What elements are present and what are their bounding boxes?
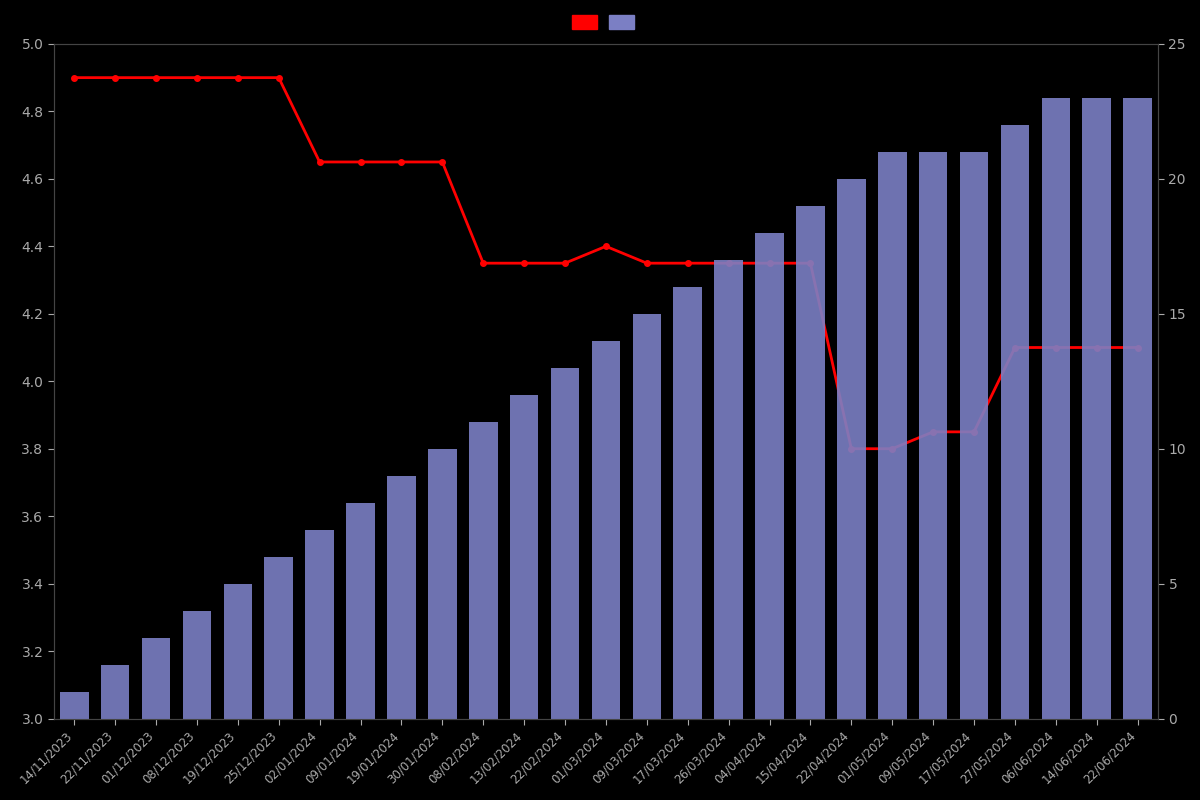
Legend: , : , — [568, 10, 644, 34]
Bar — [428, 449, 457, 718]
Bar — [632, 314, 661, 718]
Bar — [1001, 125, 1030, 718]
Bar — [142, 638, 170, 718]
Bar — [182, 610, 211, 718]
Bar — [919, 152, 948, 718]
Bar — [755, 233, 784, 718]
Bar — [796, 206, 824, 718]
Bar — [60, 692, 89, 718]
Bar — [960, 152, 989, 718]
Bar — [714, 260, 743, 718]
Bar — [592, 341, 620, 718]
Bar — [264, 557, 293, 718]
Bar — [510, 394, 539, 718]
Bar — [469, 422, 498, 718]
Bar — [673, 286, 702, 718]
Bar — [878, 152, 906, 718]
Bar — [388, 476, 415, 718]
Bar — [838, 179, 865, 718]
Bar — [101, 665, 130, 718]
Bar — [1042, 98, 1070, 718]
Bar — [347, 502, 374, 718]
Bar — [223, 584, 252, 718]
Bar — [305, 530, 334, 718]
Bar — [1123, 98, 1152, 718]
Bar — [551, 368, 580, 718]
Bar — [1082, 98, 1111, 718]
